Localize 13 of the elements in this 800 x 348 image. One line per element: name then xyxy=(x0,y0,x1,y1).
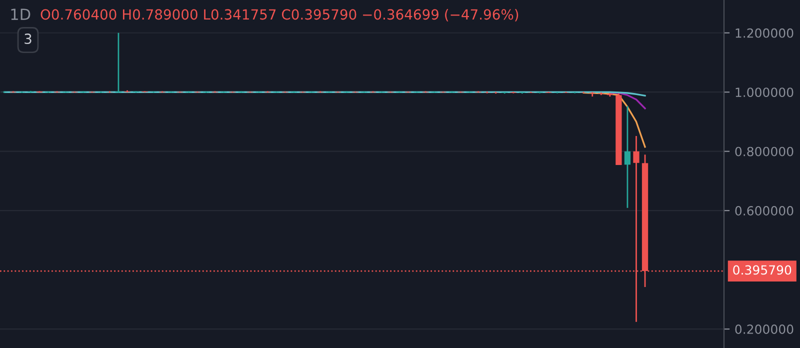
y-tick-label: 0.600000 xyxy=(735,206,794,216)
line-series xyxy=(609,92,646,110)
y-tick-label: 0.200000 xyxy=(735,324,794,334)
y-tick-label: 0.800000 xyxy=(735,146,794,156)
ref-line-label: 0.395790 xyxy=(733,265,792,275)
text: O0.760400 H0.789000 L0.341757 C0.395790 −0.364699 (−47.96%) xyxy=(40,8,518,22)
chart-title: 1D xyxy=(11,8,30,20)
candlestick xyxy=(115,32,122,94)
y-tick-label: 1.000000 xyxy=(736,88,794,98)
y-tick-label: 1.200000 xyxy=(736,28,794,38)
annotation: 3 xyxy=(24,34,32,44)
line-series xyxy=(582,92,646,148)
candlestick xyxy=(624,105,631,209)
